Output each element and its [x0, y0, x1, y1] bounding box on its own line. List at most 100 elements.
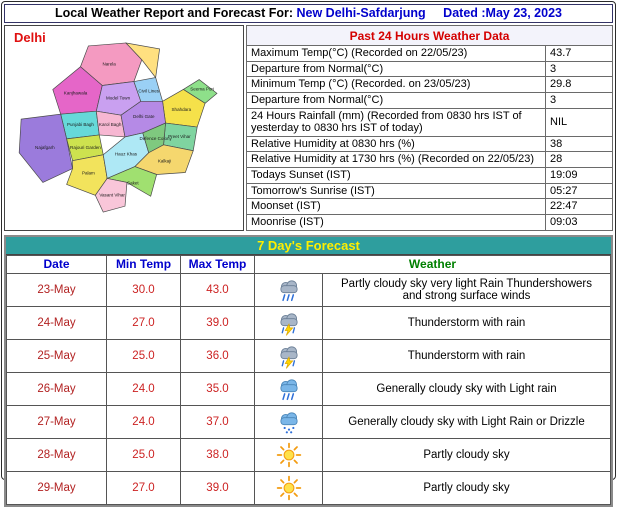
- forecast-date: 23-May: [6, 272, 107, 307]
- metric-value: 3: [545, 91, 613, 109]
- past24-title: Past 24 Hours Weather Data: [246, 25, 613, 46]
- metric-value: 29.8: [545, 76, 613, 93]
- forecast-min-temp: 25.0: [106, 437, 181, 472]
- district-label: Seema Puri: [190, 86, 214, 91]
- forecast-table: Date Min Temp Max Temp Weather 23-May 30…: [6, 254, 611, 505]
- forecast-min-temp: 30.0: [106, 272, 181, 307]
- metric-value: 05:27: [545, 182, 613, 200]
- district-label: Civil Lines: [138, 88, 159, 93]
- forecast-min-temp: 27.0: [106, 305, 181, 340]
- district-label: Delhi Gate: [133, 114, 155, 119]
- metric-label: 24 Hours Rainfall (mm) (Recorded from 08…: [246, 107, 546, 137]
- forecast-min-temp: 24.0: [106, 404, 181, 439]
- forecast-max-temp: 39.0: [180, 470, 255, 505]
- forecast-weather-text: Partly cloudy sky: [322, 437, 611, 472]
- metric-label: Tomorrow's Sunrise (IST): [246, 182, 546, 200]
- forecast-row: 28-May 25.0 38.0 Partly cloudy sky: [6, 437, 611, 472]
- district-label: Kalkaji: [158, 159, 171, 164]
- col-header-date: Date: [6, 254, 107, 274]
- metric-label: Departure from Normal(°C): [246, 91, 546, 109]
- forecast-section: 7 Day's Forecast Date Min Temp Max Temp …: [4, 234, 613, 507]
- district-label: Hauz Khas: [115, 152, 138, 157]
- forecast-min-temp: 25.0: [106, 338, 181, 373]
- forecast-row: 29-May 27.0 39.0 Partly cloudy sky: [6, 470, 611, 505]
- forecast-weather-text: Thunderstorm with rain: [322, 338, 611, 373]
- district-label: Model Town: [106, 95, 131, 100]
- district-label: Rajouri Garden: [70, 145, 101, 150]
- forecast-date: 26-May: [6, 371, 107, 406]
- forecast-icon-cell: [254, 371, 323, 406]
- drizzle-icon: [276, 409, 302, 435]
- district-label: Shahdara: [172, 107, 192, 112]
- past24-title-row: Past 24 Hours Weather Data: [246, 25, 613, 46]
- metric-label: Relative Humidity at 0830 hrs (%): [246, 135, 546, 153]
- col-header-max-temp: Max Temp: [180, 254, 255, 274]
- sun-icon: [276, 442, 302, 468]
- forecast-max-temp: 35.0: [180, 371, 255, 406]
- forecast-min-temp: 24.0: [106, 371, 181, 406]
- forecast-header-row: Date Min Temp Max Temp Weather: [6, 254, 611, 274]
- past24-row: Relative Humidity at 0830 hrs (%) 38: [246, 135, 613, 153]
- forecast-weather-text: Partly cloudy sky: [322, 470, 611, 505]
- metric-label: Moonset (IST): [246, 198, 546, 216]
- district-vasant-vihar: [94, 178, 128, 213]
- delhi-districts-map: Narela Kanjhawala Model Town Civil Lines…: [18, 42, 218, 213]
- metric-value: NIL: [545, 107, 613, 137]
- top-section: Delhi Narela: [4, 25, 613, 231]
- metric-label: Todays Sunset (IST): [246, 167, 546, 184]
- past24-row: Maximum Temp(°C) (Recorded on 22/05/23) 4…: [246, 45, 613, 62]
- forecast-row: 25-May 25.0 36.0 Thunderstorm with rain: [6, 338, 611, 373]
- metric-value: 43.7: [545, 45, 613, 62]
- metric-value: 22:47: [545, 198, 613, 216]
- page-title: Local Weather Report and Forecast For: N…: [4, 4, 613, 23]
- forecast-weather-text: Thunderstorm with rain: [322, 305, 611, 340]
- delhi-map-panel: Delhi Narela: [4, 25, 244, 231]
- forecast-max-temp: 36.0: [180, 338, 255, 373]
- forecast-min-temp: 27.0: [106, 470, 181, 505]
- district-label: Palam: [82, 171, 95, 176]
- past24-row: Moonset (IST) 22:47: [246, 198, 613, 216]
- dated-label: Dated :May 23, 2023: [443, 6, 562, 20]
- thunderstorm-icon: [276, 343, 302, 369]
- past24-row: Departure from Normal(°C) 3: [246, 91, 613, 109]
- forecast-max-temp: 38.0: [180, 437, 255, 472]
- forecast-icon-cell: [254, 404, 323, 439]
- district-label: Kanjhawala: [64, 90, 88, 95]
- forecast-weather-text: Generally cloudy sky with Light rain: [322, 371, 611, 406]
- forecast-max-temp: 39.0: [180, 305, 255, 340]
- past24-row: Moonrise (IST) 09:03: [246, 214, 613, 231]
- map-region-label: Delhi: [14, 30, 46, 45]
- district-label: Saket: [127, 180, 139, 185]
- forecast-icon-cell: [254, 272, 323, 307]
- past24-row: Relative Humidity at 1730 hrs (%) (Recor…: [246, 151, 613, 169]
- district-label: Karol Bagh: [99, 122, 122, 127]
- district-label: Narela: [102, 62, 116, 67]
- forecast-weather-text: Partly cloudy sky very light Rain Thunde…: [322, 272, 611, 307]
- forecast-title: 7 Day's Forecast: [6, 236, 611, 255]
- metric-value: 28: [545, 151, 613, 169]
- metric-value: 19:09: [545, 167, 613, 184]
- past24-row: Departure from Normal(°C) 3: [246, 60, 613, 78]
- cloud-rain-icon: [276, 376, 302, 402]
- station-name: New Delhi-Safdarjung: [296, 6, 426, 20]
- col-header-min-temp: Min Temp: [106, 254, 181, 274]
- sun-icon: [276, 475, 302, 501]
- metric-value: 3: [545, 60, 613, 78]
- metric-label: Relative Humidity at 1730 hrs (%) (Recor…: [246, 151, 546, 169]
- rain-icon: [276, 277, 302, 303]
- district-label: Preet Vihar: [168, 134, 191, 139]
- district-label: Najafgarh: [35, 145, 55, 150]
- metric-label: Departure from Normal(°C): [246, 60, 546, 78]
- district-label: Vasant Vihar: [99, 192, 125, 197]
- past24-row: Minimum Temp (°C) (Recorded. on 23/05/23…: [246, 76, 613, 93]
- forecast-date: 25-May: [6, 338, 107, 373]
- thunderstorm-icon: [276, 310, 302, 336]
- district-label: Defence Colony: [140, 136, 173, 141]
- forecast-date: 27-May: [6, 404, 107, 439]
- district-label: Punjabi Bagh: [67, 122, 94, 127]
- forecast-date: 28-May: [6, 437, 107, 472]
- past-24-hours-table: Past 24 Hours Weather Data Maximum Temp(…: [246, 25, 613, 231]
- forecast-row: 26-May 24.0 35.0 Generally cloudy sky wi…: [6, 371, 611, 406]
- forecast-row: 27-May 24.0 37.0 Generally cloudy sky wi…: [6, 404, 611, 439]
- forecast-row: 23-May 30.0 43.0 Partly cloudy sky very …: [6, 272, 611, 307]
